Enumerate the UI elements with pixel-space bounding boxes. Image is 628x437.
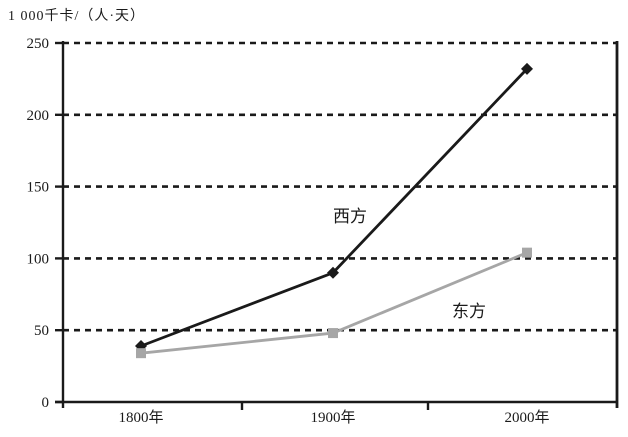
series-label-east: 东方	[452, 302, 486, 321]
data-point-marker-west-2	[521, 62, 533, 75]
y-tick-label-200: 200	[27, 108, 50, 124]
y-axis-unit-label: 1 000千卡/（人·天）	[8, 9, 146, 24]
data-point-marker-east-2	[522, 247, 532, 258]
y-tick-label-150: 150	[27, 180, 50, 196]
y-tick-label-50: 50	[34, 323, 49, 339]
data-point-marker-west-1	[327, 266, 339, 279]
x-tick-label-1: 1900年	[310, 409, 355, 426]
y-tick-label-250: 250	[27, 36, 50, 52]
y-tick-label-0: 0	[42, 395, 50, 411]
y-tick-label-100: 100	[27, 251, 50, 267]
data-point-marker-east-0	[136, 348, 146, 359]
data-point-marker-east-1	[328, 328, 338, 339]
x-tick-label-2: 2000年	[504, 409, 549, 426]
x-tick-label-0: 1800年	[118, 409, 163, 426]
series-label-west: 西方	[333, 207, 367, 226]
